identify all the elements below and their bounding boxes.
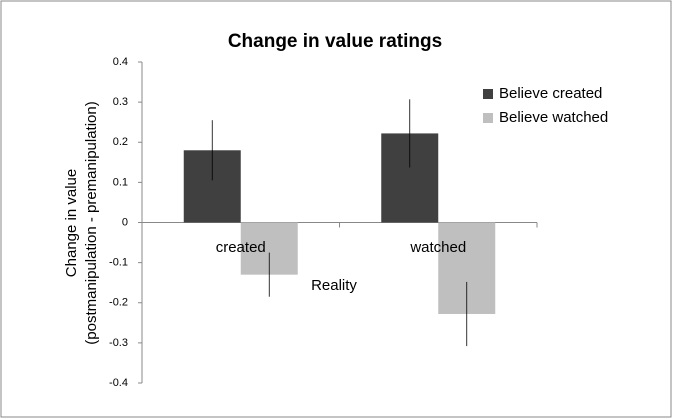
legend-label: Believe created	[499, 85, 602, 102]
y-tick-label: 0.3	[113, 96, 128, 108]
y-tick-label: -0.1	[109, 257, 128, 269]
y-axis-label: Change in value (postmanipulation - prem…	[63, 101, 100, 344]
legend-label: Believe watched	[499, 109, 608, 126]
y-tick-label: 0.4	[113, 56, 128, 68]
y-tick-label: -0.3	[109, 337, 128, 349]
x-axis-label: Reality	[311, 277, 357, 294]
chart-title: Change in value ratings	[228, 31, 442, 52]
y-tick-label: -0.4	[109, 377, 128, 389]
y-tick-label: -0.2	[109, 297, 128, 309]
y-tick-label: 0.1	[113, 176, 128, 188]
y-tick-label: 0	[122, 216, 128, 228]
legend-swatch	[483, 89, 493, 99]
y-tick-label: 0.2	[113, 136, 128, 148]
y-axis-label-line: (postmanipulation - premanipulation)	[83, 101, 100, 344]
x-tick-label: created	[216, 239, 266, 256]
x-tick-label: watched	[409, 239, 466, 256]
y-axis-label-line: Change in value	[63, 169, 80, 277]
legend-swatch	[483, 113, 493, 123]
